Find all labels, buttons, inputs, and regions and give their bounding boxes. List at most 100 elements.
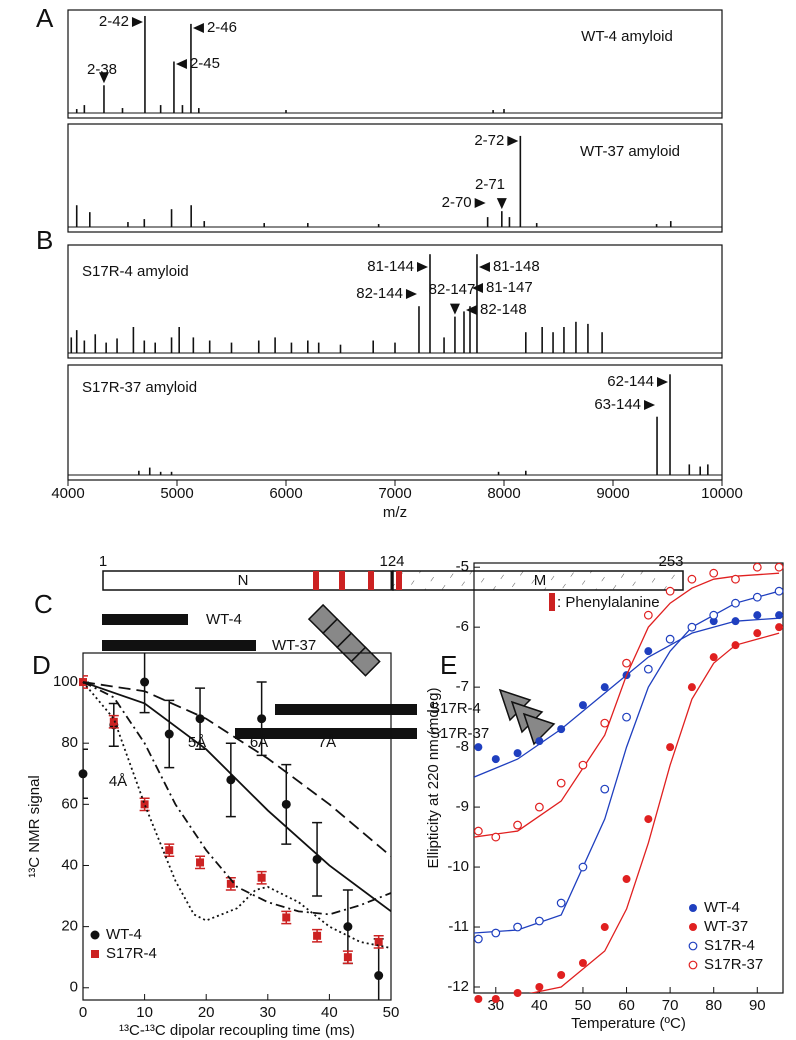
y-tick-label: -6	[456, 618, 469, 635]
annotation-arrow	[496, 198, 507, 210]
x-tick-label: 20	[198, 1004, 215, 1021]
data-point	[196, 858, 205, 867]
annotation-label: 2-72	[474, 132, 504, 149]
y-tick-label: -11	[448, 918, 469, 935]
annotation-arrow	[507, 136, 519, 146]
data-point	[343, 922, 353, 932]
domain-diagram: 1 124 253 N M WT-4 WT-37 S17R-4 S17R-37 …	[99, 553, 684, 746]
data-point	[687, 683, 696, 692]
data-point	[731, 574, 740, 584]
data-point	[226, 775, 236, 785]
model-curve	[82, 681, 392, 916]
legend-swatch	[549, 593, 555, 611]
data-point	[281, 799, 291, 809]
data-point	[474, 743, 483, 752]
data-point	[622, 712, 631, 722]
data-point	[557, 725, 566, 734]
error-bar	[83, 748, 88, 799]
y-tick-label: 40	[61, 856, 78, 873]
data-point	[665, 634, 675, 644]
phe-mark	[339, 571, 345, 590]
data-point	[752, 562, 762, 572]
annotation-arrow	[474, 198, 486, 208]
data-point	[474, 994, 483, 1003]
data-point	[534, 916, 544, 926]
fit-line	[474, 617, 780, 778]
annotation-label: 2-71	[475, 176, 505, 193]
annotation-arrow	[98, 72, 109, 84]
data-point	[535, 737, 544, 746]
data-point	[731, 617, 740, 626]
position-label: 1	[99, 553, 107, 570]
annotation-arrow	[416, 262, 428, 272]
data-point	[752, 592, 762, 602]
legend-marker	[688, 941, 698, 951]
legend-marker	[689, 904, 697, 912]
legend-label: S17R-4	[106, 945, 157, 962]
annotation-label: 81-144	[367, 258, 414, 275]
data-point	[343, 953, 352, 962]
annotation-label: 82-144	[356, 285, 403, 302]
x-axis-label: ¹³C-¹³C dipolar recoupling time (ms)	[119, 1022, 355, 1039]
data-point	[257, 714, 267, 724]
x-tick-label: 10	[136, 1004, 153, 1021]
y-tick-label: -12	[447, 978, 469, 995]
legend-label: S17R-37	[704, 956, 763, 973]
data-point	[644, 815, 653, 824]
annotation-arrow	[478, 262, 490, 272]
y-tick-label: 0	[70, 979, 78, 996]
data-point	[491, 755, 500, 764]
legend-label: WT-4	[704, 899, 740, 916]
data-point	[164, 729, 174, 739]
error-bar	[83, 675, 88, 689]
data-point	[709, 610, 719, 620]
fit-line	[474, 590, 780, 934]
x-tick-label: 10000	[701, 485, 743, 502]
data-point	[600, 923, 609, 932]
data-point	[774, 586, 784, 596]
x-tick-label: 40	[531, 997, 548, 1014]
x-tick-label: 60	[618, 997, 635, 1014]
data-point	[644, 647, 653, 656]
panel-letter: B	[36, 225, 53, 255]
annotation-arrow	[465, 305, 477, 315]
annotation-label: 82-148	[480, 301, 527, 318]
data-point	[109, 717, 118, 726]
y-tick-label: -5	[456, 558, 469, 575]
fragment-bar	[102, 640, 256, 651]
model-curve	[82, 681, 392, 913]
fragment-bar	[275, 704, 417, 715]
annotation-label: 2-46	[207, 19, 237, 36]
data-point	[195, 714, 205, 724]
data-point	[775, 611, 784, 620]
data-point	[78, 769, 88, 779]
panel-letter: A	[36, 3, 54, 33]
x-tick-label: 50	[383, 1004, 400, 1021]
data-point	[665, 586, 675, 596]
domain-label: N	[238, 572, 249, 589]
x-tick-label: 9000	[596, 485, 629, 502]
panel-letter: D	[32, 650, 51, 680]
legend-marker	[91, 950, 99, 958]
x-tick-label: 30	[259, 1004, 276, 1021]
data-point	[753, 629, 762, 638]
data-point	[731, 641, 740, 650]
fragment-label: S17R-4	[430, 700, 481, 717]
data-point	[374, 937, 383, 946]
position-label: 124	[379, 553, 404, 570]
data-point	[534, 802, 544, 812]
annotation-arrow	[175, 59, 187, 69]
data-point	[140, 800, 149, 809]
data-point	[140, 677, 150, 687]
y-tick-label: -9	[456, 798, 469, 815]
legend-marker	[90, 930, 100, 940]
x-tick-label: 40	[321, 1004, 338, 1021]
fragment-bar	[235, 728, 417, 739]
x-tick-label: 6000	[269, 485, 302, 502]
data-point	[600, 718, 610, 728]
stacked-arrows	[498, 688, 556, 746]
data-point	[687, 622, 697, 632]
legend-marker	[689, 923, 697, 931]
data-point	[491, 928, 501, 938]
y-axis-label: ¹³C NMR signal	[26, 775, 43, 878]
